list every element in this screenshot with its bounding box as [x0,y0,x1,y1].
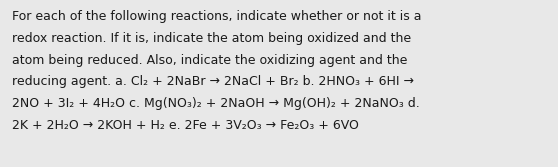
Text: redox reaction. If it is, indicate the atom being oxidized and the: redox reaction. If it is, indicate the a… [12,32,411,45]
Text: atom being reduced. Also, indicate the oxidizing agent and the: atom being reduced. Also, indicate the o… [12,54,407,67]
Text: For each of the following reactions, indicate whether or not it is a: For each of the following reactions, ind… [12,10,421,23]
Text: reducing agent. a. Cl₂ + 2NaBr → 2NaCl + Br₂ b. 2HNO₃ + 6HI →: reducing agent. a. Cl₂ + 2NaBr → 2NaCl +… [12,75,414,88]
Text: 2K + 2H₂O → 2KOH + H₂ e. 2Fe + 3V₂O₃ → Fe₂O₃ + 6VO: 2K + 2H₂O → 2KOH + H₂ e. 2Fe + 3V₂O₃ → F… [12,119,359,132]
Text: 2NO + 3I₂ + 4H₂O c. Mg(NO₃)₂ + 2NaOH → Mg(OH)₂ + 2NaNO₃ d.: 2NO + 3I₂ + 4H₂O c. Mg(NO₃)₂ + 2NaOH → M… [12,97,420,110]
